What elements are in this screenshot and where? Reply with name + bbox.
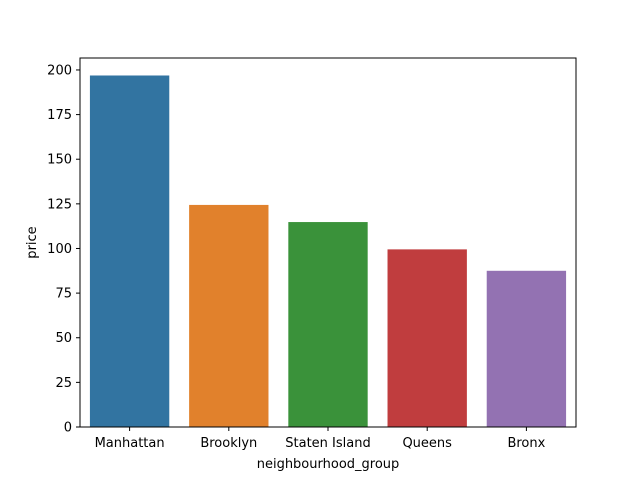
y-tick-label: 25 xyxy=(55,376,72,391)
bar-brooklyn xyxy=(189,204,269,427)
y-tick-label: 0 xyxy=(64,421,72,436)
x-tick-label: Queens xyxy=(402,436,452,451)
y-tick-label: 75 xyxy=(55,287,72,302)
bar-manhattan xyxy=(89,75,170,427)
y-tick-label: 50 xyxy=(55,331,72,346)
y-tick-label: 150 xyxy=(47,153,72,168)
y-axis-label: price xyxy=(25,226,40,258)
bar-staten-island xyxy=(288,222,368,427)
y-tick-label: 100 xyxy=(47,242,72,257)
bar-bronx xyxy=(486,270,567,427)
x-tick-label: Brooklyn xyxy=(200,436,257,451)
x-tick-label: Staten Island xyxy=(285,436,370,451)
bar-queens xyxy=(387,249,467,427)
x-axis-label: neighbourhood_group xyxy=(257,457,400,472)
x-tick-label: Manhattan xyxy=(95,436,165,451)
plot-frame xyxy=(79,57,577,428)
y-axis-ticks: 0 25 50 75 100 125 150 175 200 xyxy=(47,63,80,436)
x-tick-label: Bronx xyxy=(507,436,545,451)
y-tick-label: 200 xyxy=(47,63,72,78)
x-axis-ticks: Manhattan Brooklyn Staten Island Queens Bron… xyxy=(95,427,546,451)
y-tick-label: 175 xyxy=(47,108,72,123)
bars-group xyxy=(89,75,567,427)
y-tick-label: 125 xyxy=(47,197,72,212)
